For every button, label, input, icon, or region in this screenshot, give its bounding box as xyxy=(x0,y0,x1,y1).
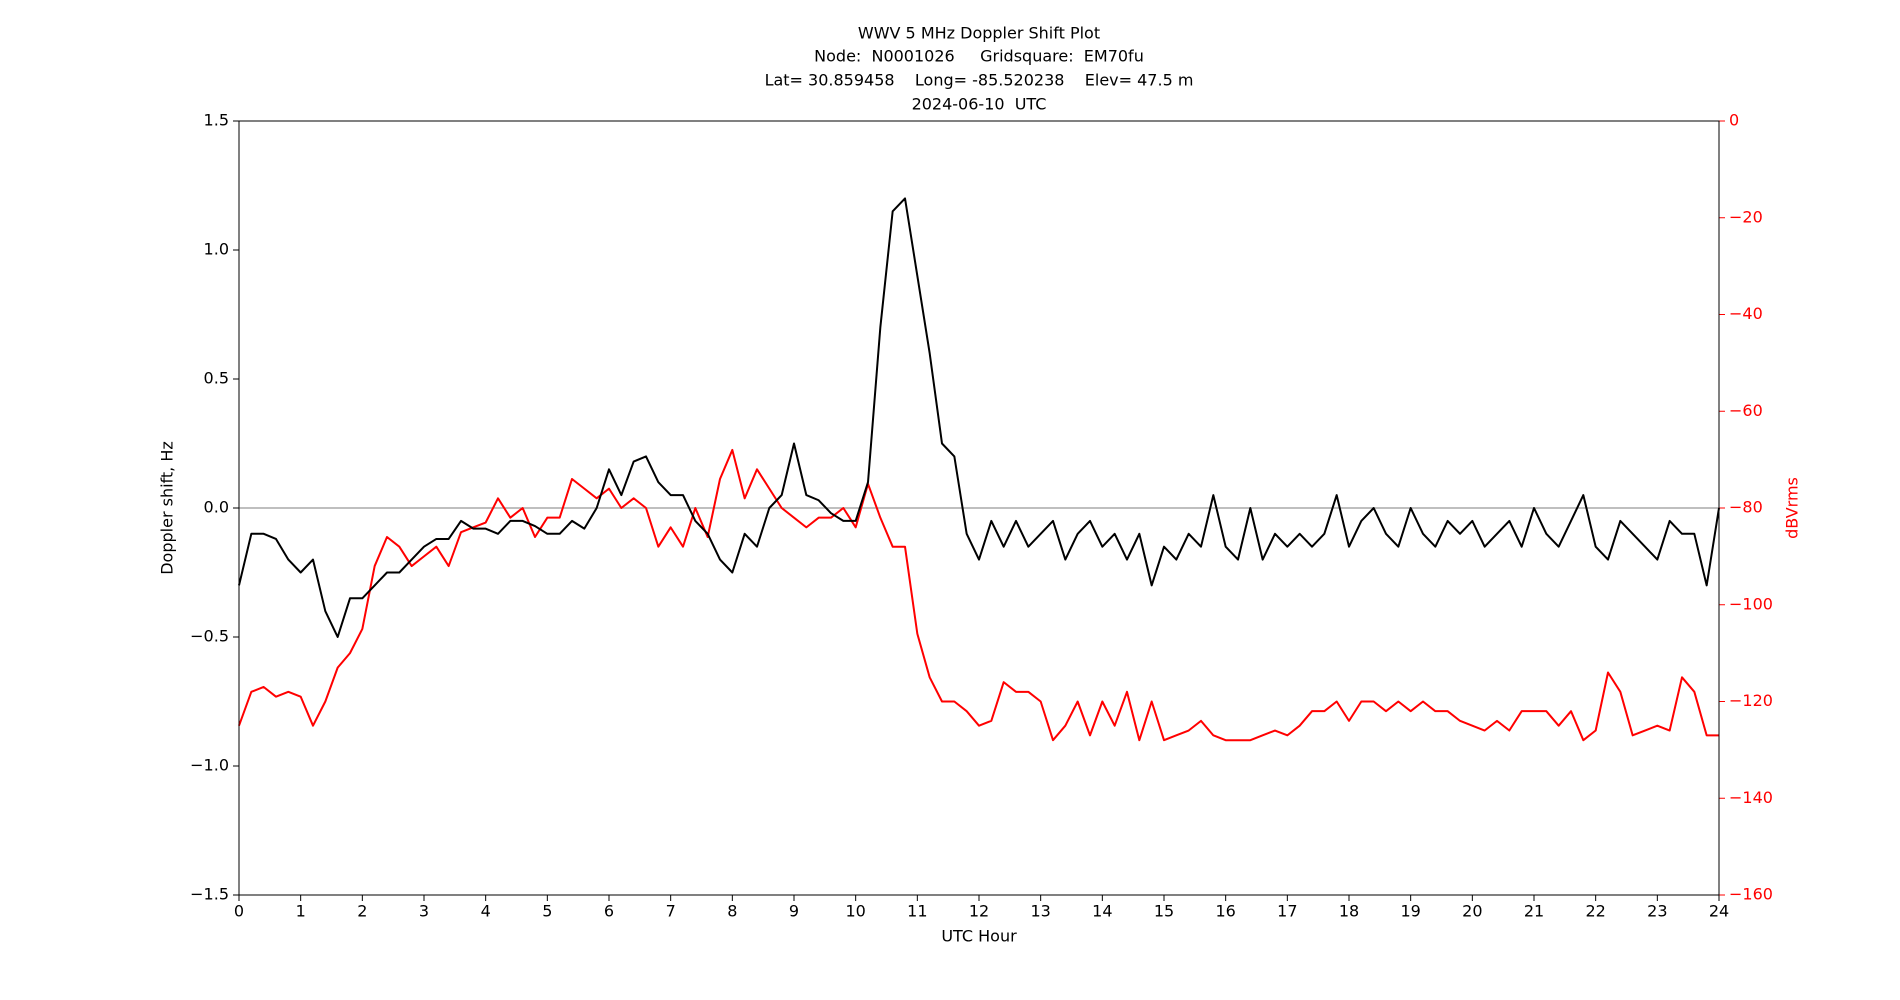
data-line xyxy=(238,197,1720,638)
x-axis-label: UTC Hour xyxy=(941,927,1017,946)
y-axis-label: Doppler shift, Hz xyxy=(158,441,177,575)
x-tick-label: 9 xyxy=(789,902,799,921)
x-tick-label: 0 xyxy=(234,902,244,921)
y2-tick-label: −140 xyxy=(1729,788,1773,807)
chart-subtitle: Lat= 30.859458 Long= -85.520238 Elev= 47… xyxy=(765,71,1194,90)
data-line xyxy=(238,448,1719,742)
x-tick-label: 11 xyxy=(907,902,927,921)
chart-subtitle: Node: N0001026 Gridsquare: EM70fu xyxy=(814,47,1144,66)
y2-tick-label: −160 xyxy=(1729,885,1773,904)
y2-tick-label: −20 xyxy=(1729,207,1763,226)
x-tick-label: 2 xyxy=(357,902,367,921)
x-tick-label: 15 xyxy=(1154,902,1174,921)
y2-axis-label: dBVrms xyxy=(1783,477,1802,539)
x-tick-label: 7 xyxy=(666,902,676,921)
x-tick-label: 4 xyxy=(481,902,491,921)
y-tick-label: 0.0 xyxy=(204,498,229,517)
y-tick-label: 0.5 xyxy=(204,369,229,388)
x-tick-label: 1 xyxy=(296,902,306,921)
x-tick-label: 17 xyxy=(1277,902,1297,921)
x-tick-label: 21 xyxy=(1524,902,1544,921)
x-tick-label: 18 xyxy=(1339,902,1359,921)
x-tick-label: 24 xyxy=(1709,902,1729,921)
y2-tick-label: −80 xyxy=(1729,498,1763,517)
x-tick-label: 12 xyxy=(969,902,989,921)
y-tick-label: 1.0 xyxy=(204,240,229,259)
y2-tick-label: −60 xyxy=(1729,401,1763,420)
y2-tick-label: −100 xyxy=(1729,594,1773,613)
y2-tick-label: −40 xyxy=(1729,304,1763,323)
y2-tick-label: 0 xyxy=(1729,111,1739,130)
chart-title: WWV 5 MHz Doppler Shift Plot xyxy=(858,24,1100,43)
y-tick-label: 1.5 xyxy=(204,111,229,130)
x-tick-label: 14 xyxy=(1092,902,1112,921)
x-tick-label: 20 xyxy=(1462,902,1482,921)
x-tick-label: 19 xyxy=(1400,902,1420,921)
x-tick-label: 23 xyxy=(1647,902,1667,921)
x-tick-label: 13 xyxy=(1030,902,1050,921)
y2-tick-label: −120 xyxy=(1729,691,1773,710)
x-tick-label: 22 xyxy=(1585,902,1605,921)
y-tick-label: −1.5 xyxy=(190,885,229,904)
x-tick-label: 3 xyxy=(419,902,429,921)
plot-frame xyxy=(238,120,1720,896)
y-tick-label: −1.0 xyxy=(190,756,229,775)
x-tick-label: 16 xyxy=(1215,902,1235,921)
x-tick-label: 5 xyxy=(542,902,552,921)
chart-subtitle: 2024-06-10 UTC xyxy=(912,95,1047,114)
y-tick-label: −0.5 xyxy=(190,627,229,646)
x-tick-label: 8 xyxy=(727,902,737,921)
x-tick-label: 6 xyxy=(604,902,614,921)
x-tick-label: 10 xyxy=(845,902,865,921)
